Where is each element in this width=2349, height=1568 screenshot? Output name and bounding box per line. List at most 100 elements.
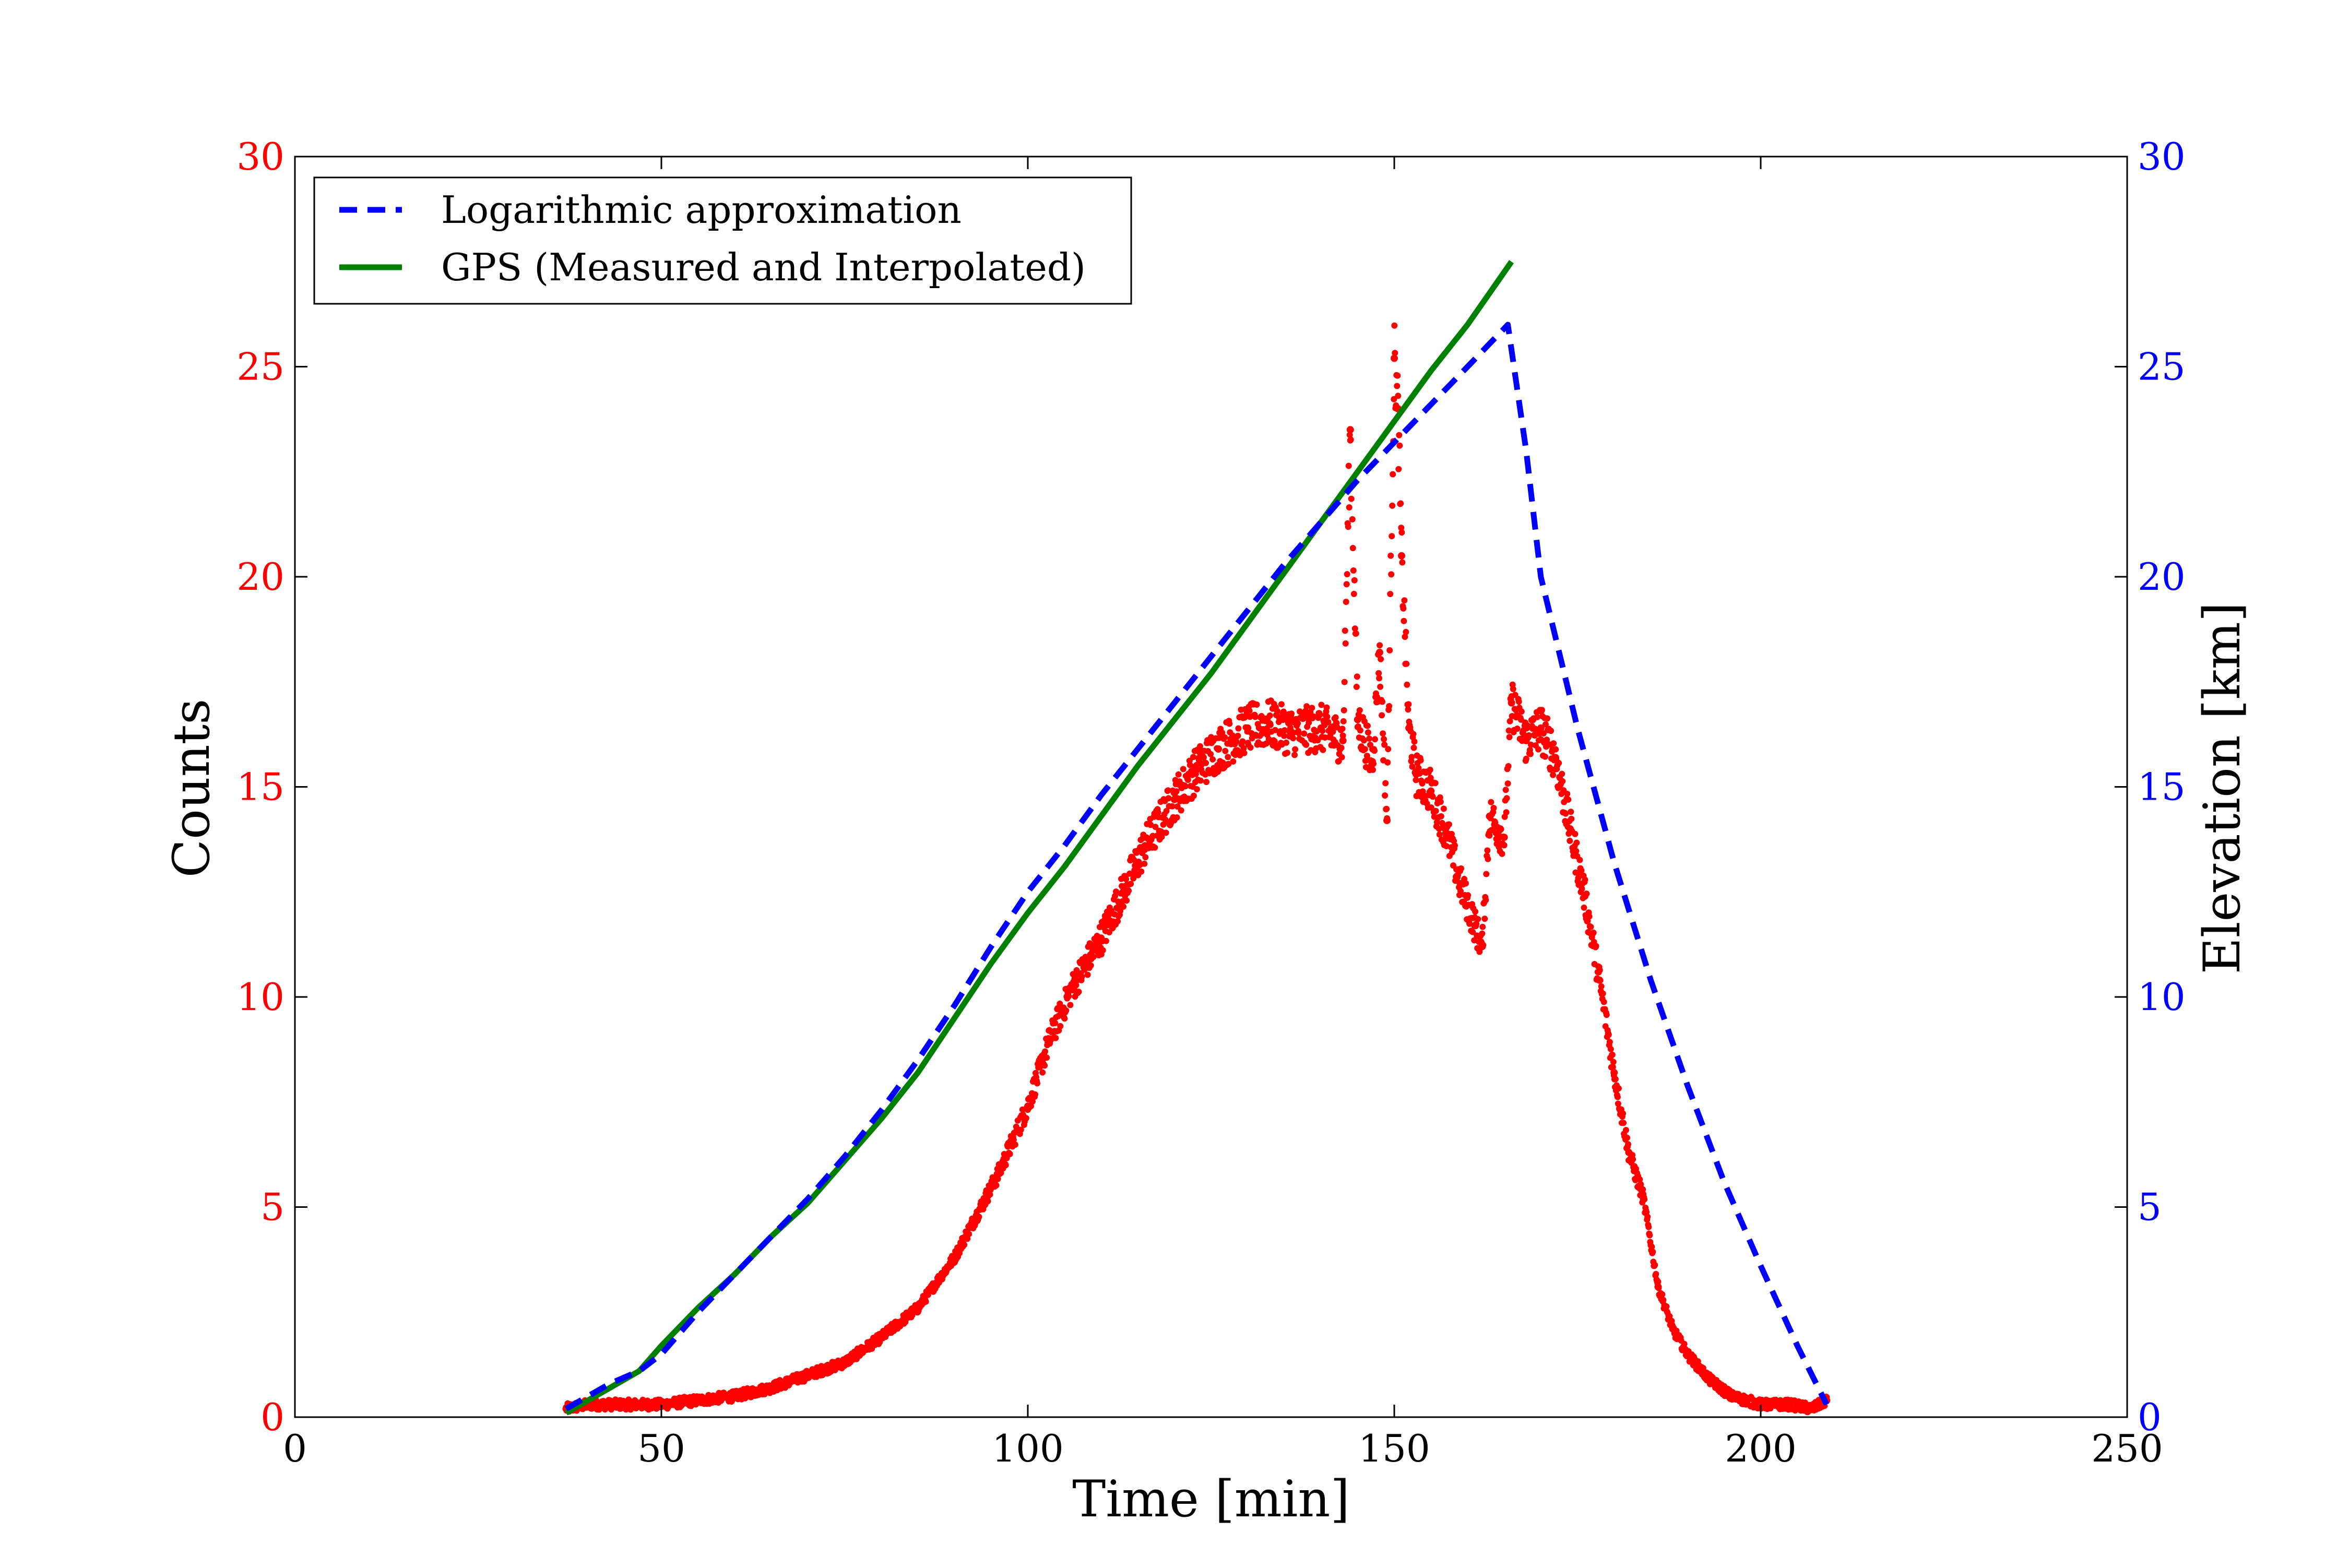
counts-point <box>1727 1392 1735 1400</box>
counts-point <box>1644 1214 1651 1220</box>
counts-point <box>1514 726 1521 732</box>
counts-point <box>1341 679 1348 685</box>
counts-point <box>1404 681 1410 688</box>
counts-point <box>1610 1068 1618 1076</box>
y-left-tick-label: 0 <box>260 1395 284 1439</box>
counts-point <box>1457 888 1464 895</box>
counts-point <box>1306 719 1312 726</box>
counts-point <box>1620 1110 1626 1117</box>
counts-point <box>1344 571 1350 577</box>
counts-point <box>1180 766 1187 773</box>
counts-point <box>1120 904 1127 910</box>
counts-point <box>1182 783 1189 790</box>
counts-point <box>1615 1085 1622 1092</box>
counts-point <box>1537 724 1545 732</box>
counts-point <box>1043 1054 1050 1061</box>
series-counts <box>562 322 1831 1416</box>
counts-point <box>1163 807 1170 814</box>
counts-point <box>1581 904 1587 911</box>
counts-point <box>1559 770 1565 777</box>
counts-point <box>1282 727 1288 733</box>
counts-point <box>1599 990 1606 997</box>
counts-point <box>1581 892 1588 900</box>
counts-point <box>1125 887 1132 894</box>
counts-point <box>1620 1120 1627 1126</box>
counts-point <box>1458 865 1464 872</box>
counts-point <box>1219 729 1226 736</box>
counts-point <box>1609 1064 1616 1071</box>
counts-point <box>1241 714 1248 721</box>
counts-point <box>1503 795 1510 802</box>
counts-point <box>924 1291 931 1298</box>
counts-point <box>1317 724 1325 732</box>
counts-point <box>877 1334 885 1341</box>
counts-point <box>1042 1048 1049 1055</box>
counts-point <box>1190 792 1197 799</box>
counts-point <box>1438 813 1444 819</box>
counts-point <box>1128 881 1134 887</box>
counts-point <box>922 1298 929 1305</box>
counts-point <box>1683 1350 1691 1358</box>
y-right-tick-label: 30 <box>2138 135 2186 179</box>
counts-point <box>1303 741 1310 748</box>
counts-point <box>1483 871 1490 877</box>
counts-point <box>1403 660 1410 667</box>
x-tick-label: 100 <box>992 1427 1063 1470</box>
counts-point <box>1193 762 1200 768</box>
counts-point <box>1346 504 1353 510</box>
y-right-tick-label: 0 <box>2138 1395 2162 1439</box>
counts-point <box>1500 834 1508 841</box>
counts-point <box>1510 686 1516 692</box>
counts-point <box>1391 396 1397 402</box>
counts-point <box>1648 1243 1655 1250</box>
counts-point <box>1067 1002 1074 1008</box>
counts-point <box>1547 766 1554 773</box>
counts-point <box>1550 740 1557 747</box>
counts-point <box>994 1170 1002 1178</box>
counts-point <box>1081 966 1088 973</box>
counts-point <box>1349 545 1356 551</box>
counts-point <box>1419 780 1426 787</box>
counts-point <box>1345 524 1351 530</box>
counts-point <box>1178 807 1184 814</box>
counts-point <box>1221 734 1228 741</box>
counts-point <box>1478 943 1486 951</box>
counts-point <box>1587 923 1594 930</box>
counts-point <box>1405 724 1413 732</box>
counts-point <box>1361 746 1368 753</box>
counts-point <box>1340 707 1347 714</box>
counts-point <box>1564 791 1571 797</box>
y-right-tick-label: 10 <box>2138 975 2186 1019</box>
counts-point <box>1175 771 1182 778</box>
counts-point <box>1403 628 1409 635</box>
counts-point <box>972 1211 980 1219</box>
y-left-tick-label: 30 <box>236 135 284 179</box>
counts-point <box>1201 754 1207 761</box>
counts-point <box>1215 745 1222 753</box>
y-right-tick-label: 25 <box>2138 345 2186 389</box>
counts-point <box>1295 720 1301 727</box>
counts-point <box>1141 860 1148 867</box>
counts-point <box>1614 1094 1621 1100</box>
counts-point <box>1505 763 1512 769</box>
counts-point <box>1669 1325 1677 1333</box>
counts-point <box>1138 868 1145 875</box>
counts-point <box>1235 725 1242 732</box>
counts-point <box>1377 683 1384 690</box>
y-axis-left-label: Counts <box>162 699 221 878</box>
counts-point <box>1573 848 1580 854</box>
counts-point <box>1099 947 1106 954</box>
counts-point <box>1681 1340 1688 1347</box>
counts-point <box>1578 867 1585 874</box>
counts-point <box>1197 777 1204 784</box>
counts-point <box>1266 720 1274 728</box>
counts-point <box>1342 640 1349 647</box>
counts-point <box>1572 830 1579 837</box>
legend-label-gps: GPS (Measured and Interpolated) <box>441 245 1086 289</box>
counts-point <box>1281 732 1287 739</box>
counts-point <box>1343 581 1350 588</box>
counts-point <box>1152 824 1159 830</box>
counts-point <box>1339 726 1346 732</box>
counts-point <box>1456 880 1464 887</box>
counts-point <box>1345 462 1352 469</box>
